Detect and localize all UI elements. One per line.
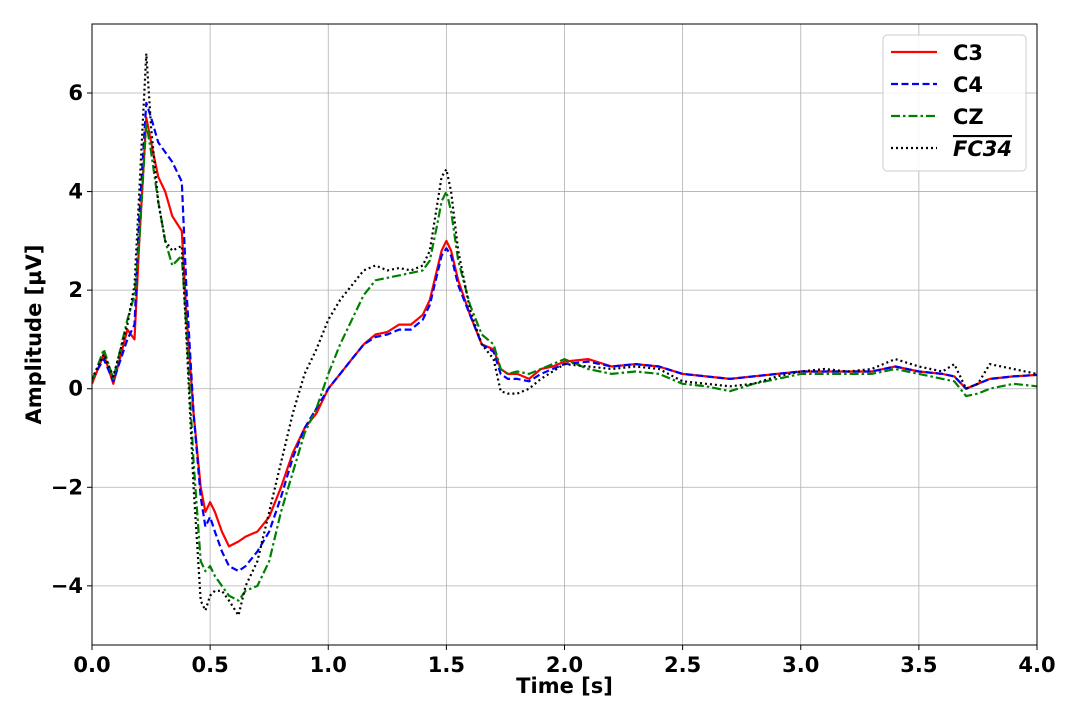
legend-label-c4: C4 <box>953 73 983 97</box>
legend-label-c3: C3 <box>953 41 983 65</box>
x-tick-label: 3.0 <box>782 653 819 677</box>
x-tick-label: 3.5 <box>900 653 937 677</box>
y-axis-label: Amplitude [µV] <box>22 244 46 424</box>
x-tick-label: 0.0 <box>73 653 110 677</box>
y-tick-label: 0 <box>68 377 83 401</box>
y-tick-label: 6 <box>68 81 83 105</box>
x-tick-label: 1.0 <box>310 653 347 677</box>
legend: C3 C4 CZ FC34 <box>882 34 1027 172</box>
legend-label-cz: CZ <box>953 105 984 129</box>
x-axis-label: Time [s] <box>516 674 613 698</box>
legend-box <box>882 34 1027 172</box>
y-tick-label: −4 <box>51 574 83 598</box>
y-tick-label: 4 <box>68 180 83 204</box>
y-tick-label: 2 <box>68 278 83 302</box>
x-tick-label: 2.5 <box>664 653 701 677</box>
y-tick-label: −2 <box>51 475 83 499</box>
series-line-c4 <box>92 101 1037 573</box>
x-tick-label: 4.0 <box>1018 653 1055 677</box>
x-tick-label: 2.0 <box>546 653 583 677</box>
plot-area <box>92 52 1037 617</box>
x-tick-label: 1.5 <box>428 653 465 677</box>
series-line-fc34 <box>92 52 1037 617</box>
legend-label-fc34: FC34 <box>953 137 1012 161</box>
x-axis-ticks: 0.0 0.5 1.0 1.5 2.0 2.5 3.0 3.5 4.0 <box>73 645 1056 677</box>
y-axis-ticks: −4 −2 0 2 4 6 <box>51 81 92 598</box>
x-tick-label: 0.5 <box>192 653 229 677</box>
